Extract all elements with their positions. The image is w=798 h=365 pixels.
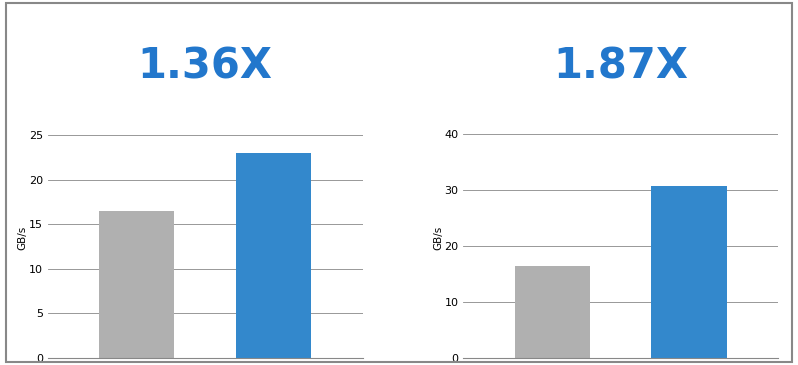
Bar — [236, 153, 311, 358]
Bar — [99, 211, 175, 358]
Text: 1.36X: 1.36X — [138, 45, 273, 87]
Bar — [651, 186, 727, 358]
Y-axis label: GB/s: GB/s — [433, 226, 443, 250]
Y-axis label: GB/s: GB/s — [18, 226, 27, 250]
Bar — [515, 266, 590, 358]
Text: 1.87X: 1.87X — [553, 45, 688, 87]
